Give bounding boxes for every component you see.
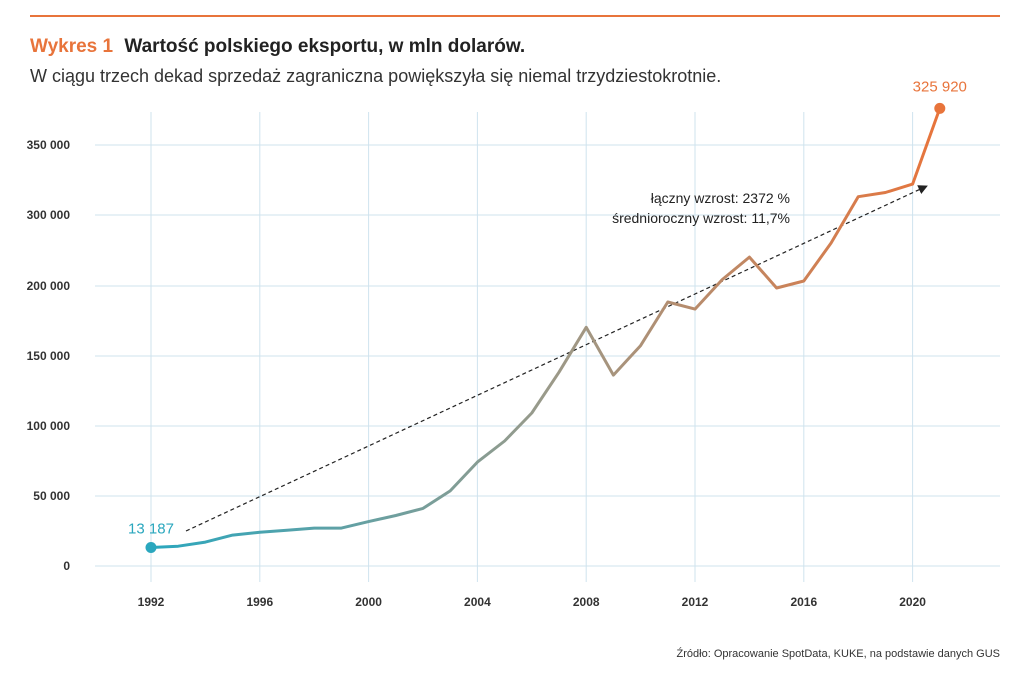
x-tick-label: 2004 [464, 595, 491, 609]
source-note: Źródło: Opracowanie SpotData, KUKE, na p… [676, 648, 1000, 660]
x-tick-label: 2008 [573, 595, 600, 609]
annotation-total-growth: łączny wzrost: 2372 % [651, 190, 790, 206]
chart-heading: Wykres 1 Wartość polskiego eksportu, w m… [30, 36, 525, 58]
annotation-annual-growth: średnioroczny wzrost: 11,7% [612, 210, 790, 226]
y-tick-label: 150 000 [27, 349, 71, 363]
x-tick-label: 1992 [138, 595, 165, 609]
end-value-label: 325 920 [913, 78, 967, 95]
data-points [145, 102, 946, 553]
x-tick-label: 1996 [246, 595, 273, 609]
y-tick-label: 100 000 [27, 419, 71, 433]
y-tick-label: 350 000 [27, 138, 71, 152]
end-point [934, 102, 946, 114]
x-tick-label: 2012 [682, 595, 709, 609]
y-tick-label: 50 000 [33, 489, 70, 503]
top-rule [30, 15, 1000, 17]
x-tick-label: 2000 [355, 595, 382, 609]
gridlines [95, 112, 1000, 582]
y-axis-ticks: 350 000 300 000 200 000 150 000 100 000 50 00… [27, 138, 71, 573]
x-tick-label: 2020 [899, 595, 926, 609]
start-value-label: 13 187 [128, 520, 174, 537]
chart-subtitle: W ciągu trzech dekad sprzedaż zagraniczn… [30, 66, 722, 86]
trend-arrow [185, 185, 928, 532]
x-tick-label: 2016 [790, 595, 817, 609]
y-tick-label: 200 000 [27, 279, 71, 293]
x-axis-ticks: 1992 1996 2000 2004 2008 2012 2016 2020 [138, 595, 927, 609]
y-tick-label: 0 [63, 559, 70, 573]
export-series-line [149, 106, 942, 549]
y-tick-label: 300 000 [27, 208, 71, 222]
start-point [145, 541, 157, 553]
chart-title: Wartość polskiego eksportu, w mln dolaró… [124, 36, 526, 57]
chart-number: Wykres 1 [30, 36, 114, 57]
